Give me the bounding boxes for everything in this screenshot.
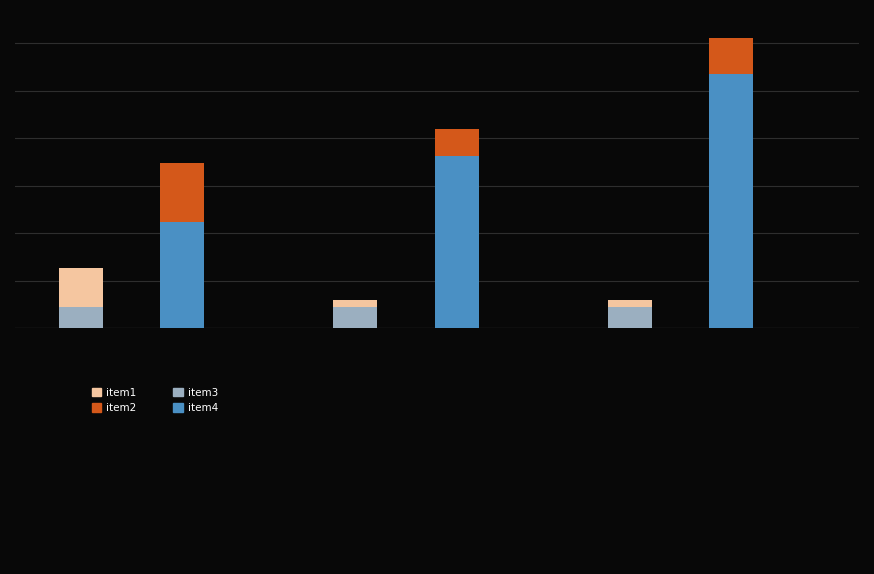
Bar <box>435 156 479 328</box>
Bar <box>333 308 378 328</box>
Legend: item1, item2, item3, item4: item1, item2, item3, item4 <box>87 383 222 417</box>
Bar <box>710 38 753 74</box>
Bar <box>161 163 205 222</box>
Bar <box>59 308 103 328</box>
Bar <box>59 267 103 308</box>
Bar <box>435 129 479 156</box>
Bar <box>710 74 753 328</box>
Bar <box>607 308 652 328</box>
Bar <box>161 222 205 328</box>
Bar <box>333 300 378 308</box>
Bar <box>607 300 652 308</box>
